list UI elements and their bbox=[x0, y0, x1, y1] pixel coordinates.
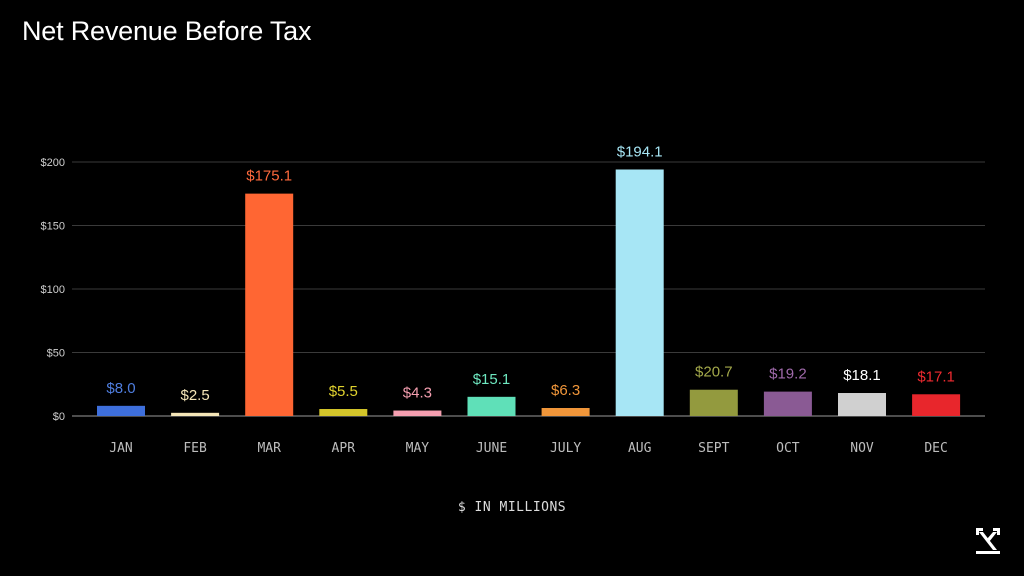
y-tick-label: $50 bbox=[47, 348, 65, 360]
x-tick-label-june: JUNE bbox=[476, 441, 507, 456]
x-tick-label-apr: APR bbox=[332, 441, 356, 456]
bar-feb bbox=[171, 412, 220, 416]
bar-aug bbox=[615, 169, 664, 416]
y-axis-tick-labels: $0 $50 $100 $150 $200 bbox=[41, 157, 65, 423]
x-tick-label-july: JULY bbox=[550, 441, 581, 456]
x-axis-label: $ IN MILLIONS bbox=[457, 500, 567, 515]
data-label-june: $15.1 bbox=[473, 371, 511, 388]
grid-lines bbox=[72, 161, 985, 417]
bar-may bbox=[393, 410, 442, 416]
y-tick-label: $0 bbox=[53, 411, 65, 423]
data-label-sept: $20.7 bbox=[695, 364, 733, 381]
bar-nov bbox=[838, 393, 886, 416]
x-tick-label-dec: DEC bbox=[924, 441, 947, 456]
x-tick-label-aug: AUG bbox=[628, 441, 652, 456]
x-tick-label-feb: FEB bbox=[183, 441, 207, 456]
y-tick-label: $200 bbox=[41, 157, 65, 169]
bar-dec bbox=[912, 394, 961, 416]
data-label-dec: $17.1 bbox=[917, 368, 955, 385]
chart-title: Net Revenue Before Tax bbox=[22, 16, 312, 46]
data-label-nov: $18.1 bbox=[843, 367, 881, 384]
brand-logo-icon bbox=[976, 528, 1000, 554]
data-label-feb: $2.5 bbox=[180, 387, 209, 404]
bar-mar bbox=[245, 193, 294, 416]
data-label-jan: $8.0 bbox=[106, 380, 135, 397]
y-tick-label: $150 bbox=[41, 221, 65, 233]
x-tick-label-mar: MAR bbox=[257, 441, 281, 456]
data-label-july: $6.3 bbox=[551, 382, 580, 399]
data-labels: $8.0 $2.5 $175.1 $5.5 $4.3 $15.1 $6.3 $194.1 $20… bbox=[106, 143, 954, 403]
y-tick-label: $100 bbox=[41, 284, 65, 296]
bar-sept bbox=[689, 389, 738, 416]
bar-june bbox=[467, 396, 516, 416]
bar-chart: $0 $50 $100 $150 $200 $8.0 $2.5 $175.1 $5.5 $4.3… bbox=[41, 143, 985, 456]
x-axis-tick-labels: JAN FEB MAR APR MAY JUNE JULY AUG SEPT OCT NOV DEC bbox=[109, 441, 948, 456]
x-tick-label-oct: OCT bbox=[776, 441, 800, 456]
data-label-mar: $175.1 bbox=[246, 168, 292, 185]
bar-apr bbox=[319, 409, 368, 416]
bar-oct bbox=[763, 391, 812, 416]
bars bbox=[97, 169, 961, 416]
data-label-aug: $194.1 bbox=[617, 143, 663, 160]
x-tick-label-may: MAY bbox=[406, 441, 430, 456]
bar-july bbox=[541, 407, 590, 416]
x-tick-label-sept: SEPT bbox=[698, 441, 729, 456]
x-tick-label-nov: NOV bbox=[850, 441, 874, 456]
x-tick-label-jan: JAN bbox=[109, 441, 132, 456]
data-label-apr: $5.5 bbox=[329, 383, 358, 400]
data-label-may: $4.3 bbox=[403, 385, 432, 402]
bar-jan bbox=[97, 405, 145, 416]
data-label-oct: $19.2 bbox=[769, 366, 807, 383]
